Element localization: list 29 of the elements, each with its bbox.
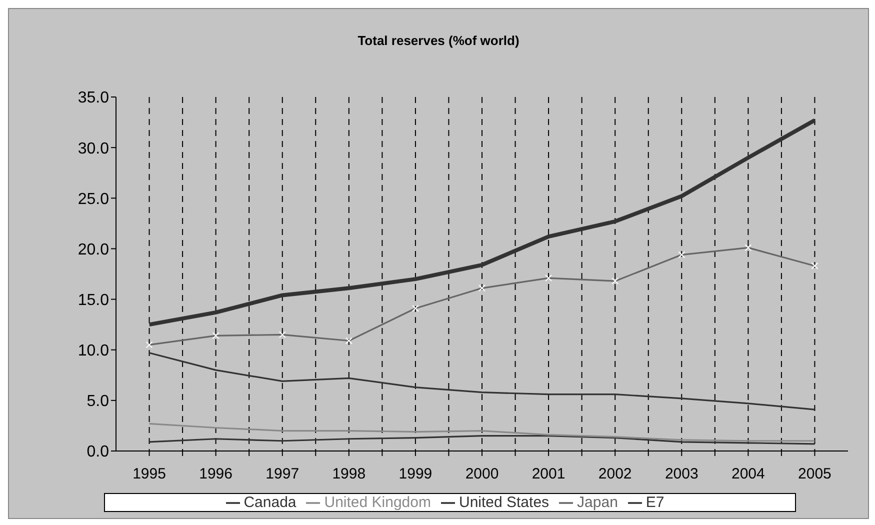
x-tick-label: 1998 (332, 466, 366, 483)
x-tick-label: 2003 (664, 466, 698, 483)
x-tick-label: 1997 (266, 466, 300, 483)
y-tick-label: 10.0 (78, 342, 110, 360)
y-tick-label: 5.0 (86, 393, 110, 410)
legend-label: Japan (577, 494, 618, 511)
legend-label: E7 (646, 494, 664, 511)
x-tick-label: 2004 (731, 466, 765, 483)
y-tick-label: 35.0 (78, 90, 110, 107)
legend-label: United Kingdom (324, 494, 431, 511)
x-tick-label: 2000 (465, 466, 499, 483)
y-tick-label: 0.0 (86, 444, 110, 461)
x-tick-label: 2005 (798, 466, 832, 483)
y-tick-label: 30.0 (78, 140, 110, 158)
y-tick-label: 20.0 (78, 241, 110, 258)
y-tick-label: 25.0 (78, 190, 110, 208)
y-tick-label: 15.0 (78, 292, 110, 309)
x-tick-label: 2001 (532, 466, 566, 483)
x-tick-label: 1999 (398, 466, 432, 483)
line-series (148, 422, 816, 442)
line-series (148, 435, 816, 445)
legend-label: United States (458, 494, 550, 511)
x-tick-label: 1995 (132, 466, 166, 483)
legend-label: Canada (244, 494, 296, 511)
line-series (148, 352, 816, 410)
line-series (147, 118, 817, 327)
x-tick-label: 2002 (598, 466, 632, 483)
chart-title: Total reserves (%of world) (356, 33, 520, 48)
x-tick-label: 1996 (199, 466, 233, 483)
